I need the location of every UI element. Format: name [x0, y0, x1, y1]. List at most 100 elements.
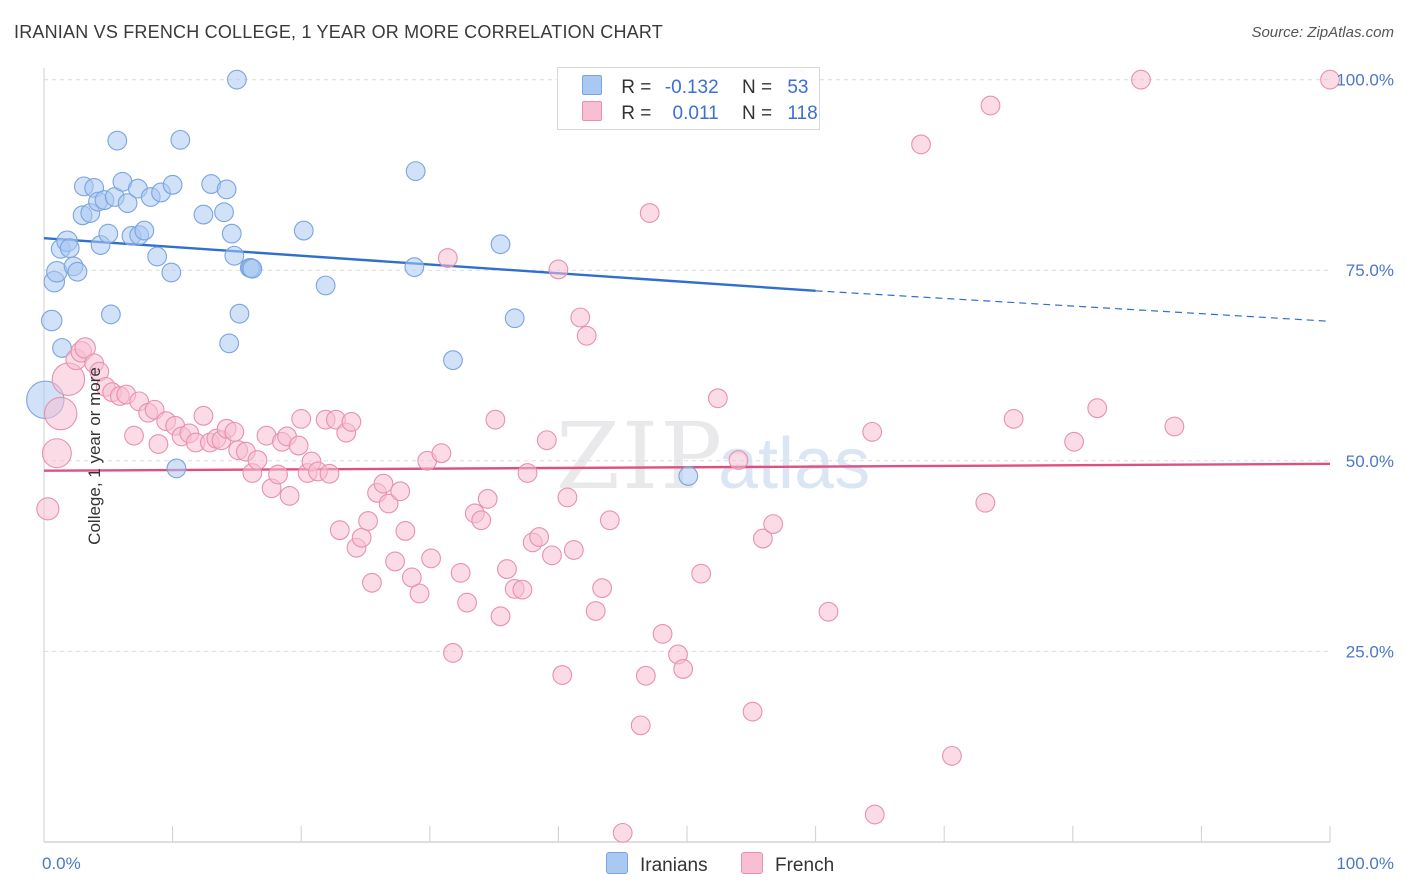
point-iranians — [678, 466, 699, 486]
legend-row-french: R = 0.011 N = 118 — [582, 101, 818, 127]
point-french — [44, 396, 78, 431]
point-french — [395, 521, 416, 541]
watermark-zip: ZIP — [556, 403, 724, 510]
legend-n-label: N = — [741, 103, 773, 124]
point-iranians — [67, 261, 88, 282]
x-tick-label: 0.0% — [42, 854, 81, 873]
point-french — [401, 567, 422, 588]
point-french — [752, 528, 773, 549]
point-french — [329, 520, 350, 541]
point-french — [975, 492, 996, 513]
point-iranians — [224, 245, 245, 266]
point-french — [862, 421, 883, 442]
point-french — [517, 463, 538, 483]
point-french — [570, 307, 591, 328]
point-french — [279, 485, 300, 506]
point-french — [592, 578, 613, 599]
point-iranians — [504, 308, 525, 329]
point-french — [599, 510, 620, 531]
point-french — [1320, 69, 1340, 90]
point-iranians — [100, 304, 121, 325]
point-french — [74, 337, 96, 359]
trend-line-iranians — [43, 237, 816, 292]
legend-r-label: R = — [621, 77, 652, 98]
point-iranians — [162, 174, 183, 195]
point-french — [728, 450, 749, 470]
point-french — [268, 464, 288, 485]
series-iranians — [26, 69, 699, 486]
point-french — [630, 715, 651, 736]
point-iranians — [40, 309, 63, 332]
point-iranians — [166, 458, 187, 479]
chart-title: IRANIAN VS FRENCH COLLEGE, 1 YEAR OR MOR… — [14, 22, 663, 42]
point-french — [552, 665, 573, 685]
point-french — [358, 511, 378, 531]
point-french — [673, 659, 694, 679]
y-tick-label: 50.0% — [1346, 452, 1394, 471]
legend-n-label: N = — [741, 77, 773, 98]
point-french — [911, 134, 931, 155]
point-french — [378, 493, 399, 514]
point-french — [635, 665, 656, 686]
legend-r-value: 0.011 — [672, 103, 719, 124]
bottom-legend-label: French — [775, 855, 835, 876]
point-french — [980, 95, 1001, 116]
point-french — [763, 514, 784, 534]
point-french — [529, 527, 550, 547]
point-french — [557, 487, 578, 508]
point-iranians — [134, 220, 155, 241]
legend: R = -0.132 N = 53 R = 0.011 N = 118 — [557, 67, 820, 130]
point-french — [707, 388, 728, 409]
point-french — [319, 463, 340, 484]
point-french — [1087, 398, 1108, 419]
point-iranians — [117, 193, 138, 214]
bottom-legend-iranians: Iranians — [606, 852, 708, 877]
bottom-legend-label: Iranians — [640, 855, 708, 876]
legend-r-value: -0.132 — [664, 77, 719, 98]
point-french — [450, 562, 471, 583]
point-iranians — [107, 130, 128, 151]
point-french — [639, 203, 660, 223]
point-iranians — [193, 204, 214, 225]
point-french — [437, 248, 458, 268]
point-french — [291, 408, 312, 429]
point-french — [485, 409, 506, 430]
legend-swatch-iranians — [582, 75, 602, 95]
point-french — [563, 540, 584, 560]
y-tick-label: 100.0% — [1336, 71, 1394, 90]
point-french — [385, 551, 405, 572]
point-french — [148, 434, 169, 454]
point-iranians — [242, 258, 263, 279]
point-french — [742, 701, 763, 722]
point-french — [443, 643, 463, 663]
legend-row-iranians: R = -0.132 N = 53 — [582, 75, 808, 101]
point-french — [576, 325, 597, 346]
y-axis-label: College, 1 year or more — [84, 367, 104, 545]
point-french — [652, 623, 673, 644]
point-iranians — [219, 333, 240, 354]
point-iranians — [229, 303, 250, 324]
point-iranians — [490, 234, 511, 255]
point-french — [36, 497, 60, 521]
source-label: Source: ZipAtlas.com — [1251, 24, 1394, 41]
y-tick-label: 25.0% — [1346, 642, 1394, 661]
point-french — [942, 745, 962, 766]
point-french — [548, 259, 569, 280]
legend-n-value: 118 — [787, 103, 818, 124]
point-french — [497, 559, 517, 579]
watermark: ZIP atlas — [556, 403, 870, 510]
bottom-legend-swatch-iranians — [606, 852, 628, 874]
point-french — [1131, 69, 1151, 90]
point-french — [224, 421, 245, 442]
point-iranians — [405, 161, 426, 182]
point-iranians — [293, 220, 314, 241]
series-french — [36, 69, 1340, 843]
point-french — [409, 583, 430, 604]
legend-n-value: 53 — [787, 77, 809, 98]
point-french — [373, 473, 394, 494]
point-french — [247, 450, 268, 470]
y-tick-label: 75.0% — [1346, 261, 1394, 280]
point-french — [818, 601, 839, 622]
point-iranians — [216, 179, 237, 200]
